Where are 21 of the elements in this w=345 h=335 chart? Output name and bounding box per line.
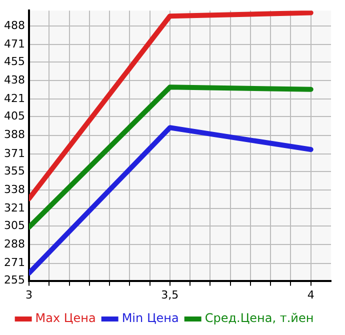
x-tick-label: 3: [25, 288, 32, 302]
y-tick-label: 305: [4, 218, 25, 232]
y-tick-label: 405: [4, 110, 25, 123]
y-tick-label: 288: [4, 238, 25, 251]
x-tick-label: 3,5: [161, 288, 179, 302]
legend-label: Min Цена: [122, 311, 179, 326]
y-tick-label: 321: [4, 201, 25, 214]
y-tick-label: 271: [4, 256, 25, 270]
legend-label: Сред.Цена, т.йен: [204, 311, 314, 326]
y-tick-label: 455: [4, 54, 25, 68]
x-tick-label: 4: [307, 288, 314, 302]
y-tick-label: 355: [4, 164, 25, 178]
y-tick-label: 471: [4, 37, 25, 50]
y-tick-label: 388: [4, 128, 25, 142]
y-tick-label: 421: [4, 92, 25, 106]
y-tick-label: 438: [4, 73, 25, 86]
y-tick-label: 338: [4, 182, 25, 196]
legend-label: Max Цена: [35, 311, 96, 326]
y-tick-label: 255: [4, 274, 25, 287]
y-tick-label: 488: [4, 18, 25, 32]
y-tick-label: 371: [4, 146, 25, 160]
